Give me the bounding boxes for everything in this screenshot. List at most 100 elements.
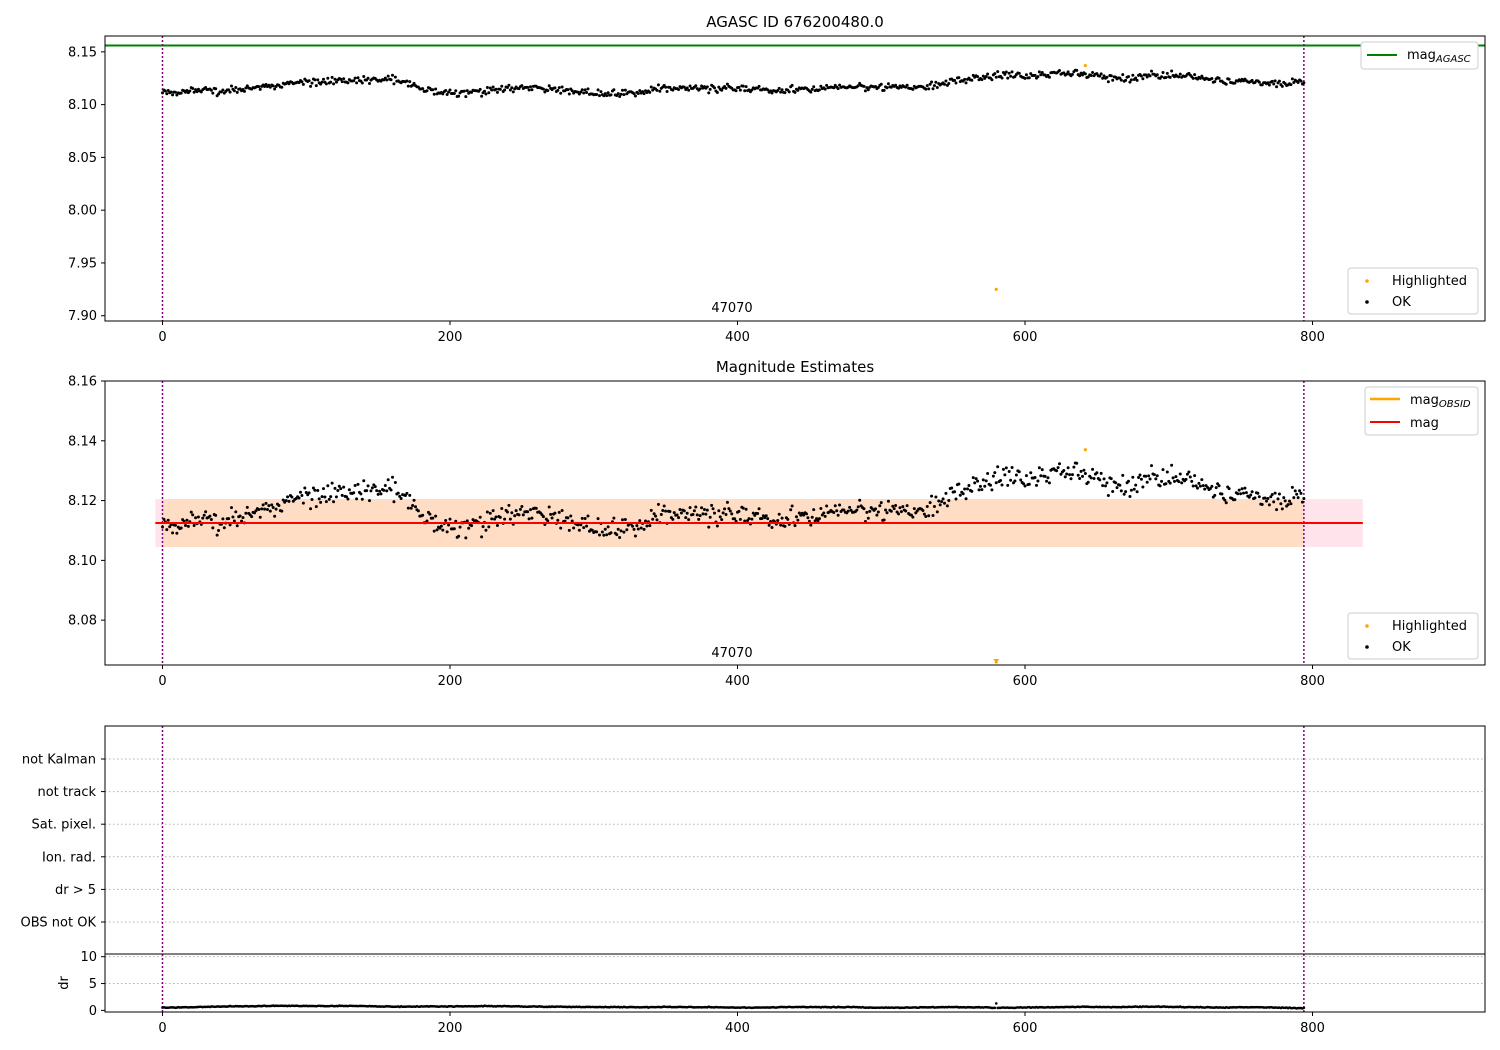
ok-point [743, 519, 747, 523]
panel1-frame [104, 35, 1486, 322]
ok-point [1177, 480, 1181, 484]
ok-point [609, 93, 613, 97]
ok-point [730, 512, 734, 516]
ok-point [945, 504, 949, 508]
y-tick-label: 8.12 [68, 494, 97, 509]
ok-point [520, 84, 524, 88]
ok-point [783, 91, 787, 95]
ok-point [835, 509, 839, 513]
ok-point [303, 486, 307, 490]
ok-point [677, 88, 681, 92]
ok-point [263, 507, 267, 511]
ok-point [221, 517, 225, 521]
ok-point [971, 476, 975, 480]
ok-point [812, 508, 816, 512]
ok-point [884, 508, 888, 512]
ok-point [166, 88, 170, 92]
ok-point [687, 88, 691, 92]
ok-point [1213, 493, 1217, 497]
ok-point [984, 479, 988, 483]
ok-point [215, 533, 219, 537]
ok-point [1024, 73, 1028, 77]
ok-point [457, 534, 461, 538]
ok-point [935, 510, 939, 514]
ok-point [320, 495, 324, 499]
ok-point [392, 82, 396, 86]
ok-point [733, 517, 737, 521]
ok-point [199, 90, 203, 94]
ok-point [194, 516, 198, 520]
ok-point [605, 94, 609, 98]
x-tick-label: 400 [725, 674, 750, 689]
ok-point [1106, 494, 1110, 498]
ok-point [566, 516, 570, 520]
ok-point [290, 495, 294, 499]
ok-point [281, 498, 285, 502]
ok-point [454, 89, 458, 93]
ok-point [1217, 76, 1221, 80]
ok-point [1101, 484, 1105, 488]
ok-point [1095, 471, 1099, 475]
ok-point [963, 77, 967, 81]
ok-point [317, 497, 321, 501]
ok-point [517, 513, 521, 517]
x-tick-label: 600 [1013, 1021, 1038, 1036]
ok-point [1102, 477, 1106, 481]
ok-point [579, 523, 583, 527]
ok-point [1277, 492, 1281, 496]
ok-point [1198, 76, 1202, 80]
ok-point [931, 87, 935, 91]
ok-point [209, 88, 213, 92]
ok-point [701, 512, 705, 516]
ok-point [1009, 74, 1013, 78]
ok-point [1257, 495, 1261, 499]
flags-labels: not Kalman not track Sat. pixel. Ion. rad. d… [21, 753, 105, 931]
ok-point [175, 531, 179, 535]
ok-point [503, 88, 507, 92]
ok-point [651, 517, 655, 521]
ok-point [191, 513, 195, 517]
ok-point [950, 486, 954, 490]
ok-point [432, 529, 436, 533]
ok-point [500, 84, 504, 88]
ok-point [980, 78, 984, 82]
ok-point [1022, 482, 1026, 486]
ok-point [346, 497, 350, 501]
ok-point [1293, 489, 1297, 493]
ok-point [508, 517, 512, 521]
flag-label: Sat. pixel. [32, 818, 96, 833]
dr-panel: 0 200 400 600 800 0 5 10 dr [57, 950, 1486, 1036]
ok-point [751, 511, 755, 515]
ok-point [947, 499, 951, 503]
ok-point [336, 488, 340, 492]
ok-point [1124, 490, 1128, 494]
ok-point [301, 82, 305, 86]
ok-point [1127, 479, 1130, 483]
ok-point [996, 465, 1000, 469]
ok-point [891, 504, 895, 508]
ok-point [866, 88, 870, 92]
ok-point [695, 513, 699, 517]
ok-point [819, 506, 823, 510]
ok-point [718, 515, 722, 519]
ok-point [452, 91, 456, 95]
ok-point [633, 534, 637, 538]
ok-point [360, 81, 364, 85]
ok-point [1144, 474, 1148, 478]
ok-point [254, 509, 258, 513]
ok-point [549, 512, 553, 516]
ok-point [1299, 79, 1303, 83]
ok-point [1296, 496, 1300, 500]
legend-highlighted-marker [1365, 279, 1369, 283]
ok-point [583, 517, 587, 521]
ok-point [1056, 466, 1060, 470]
ok-point [465, 89, 469, 93]
ok-point [905, 504, 909, 508]
y-tick-label: 8.15 [68, 45, 97, 60]
ok-point [365, 489, 369, 493]
ok-point [362, 479, 366, 483]
ok-point [163, 89, 167, 93]
ok-point [849, 508, 853, 512]
ok-point [1104, 484, 1107, 488]
ok-point [447, 90, 451, 94]
